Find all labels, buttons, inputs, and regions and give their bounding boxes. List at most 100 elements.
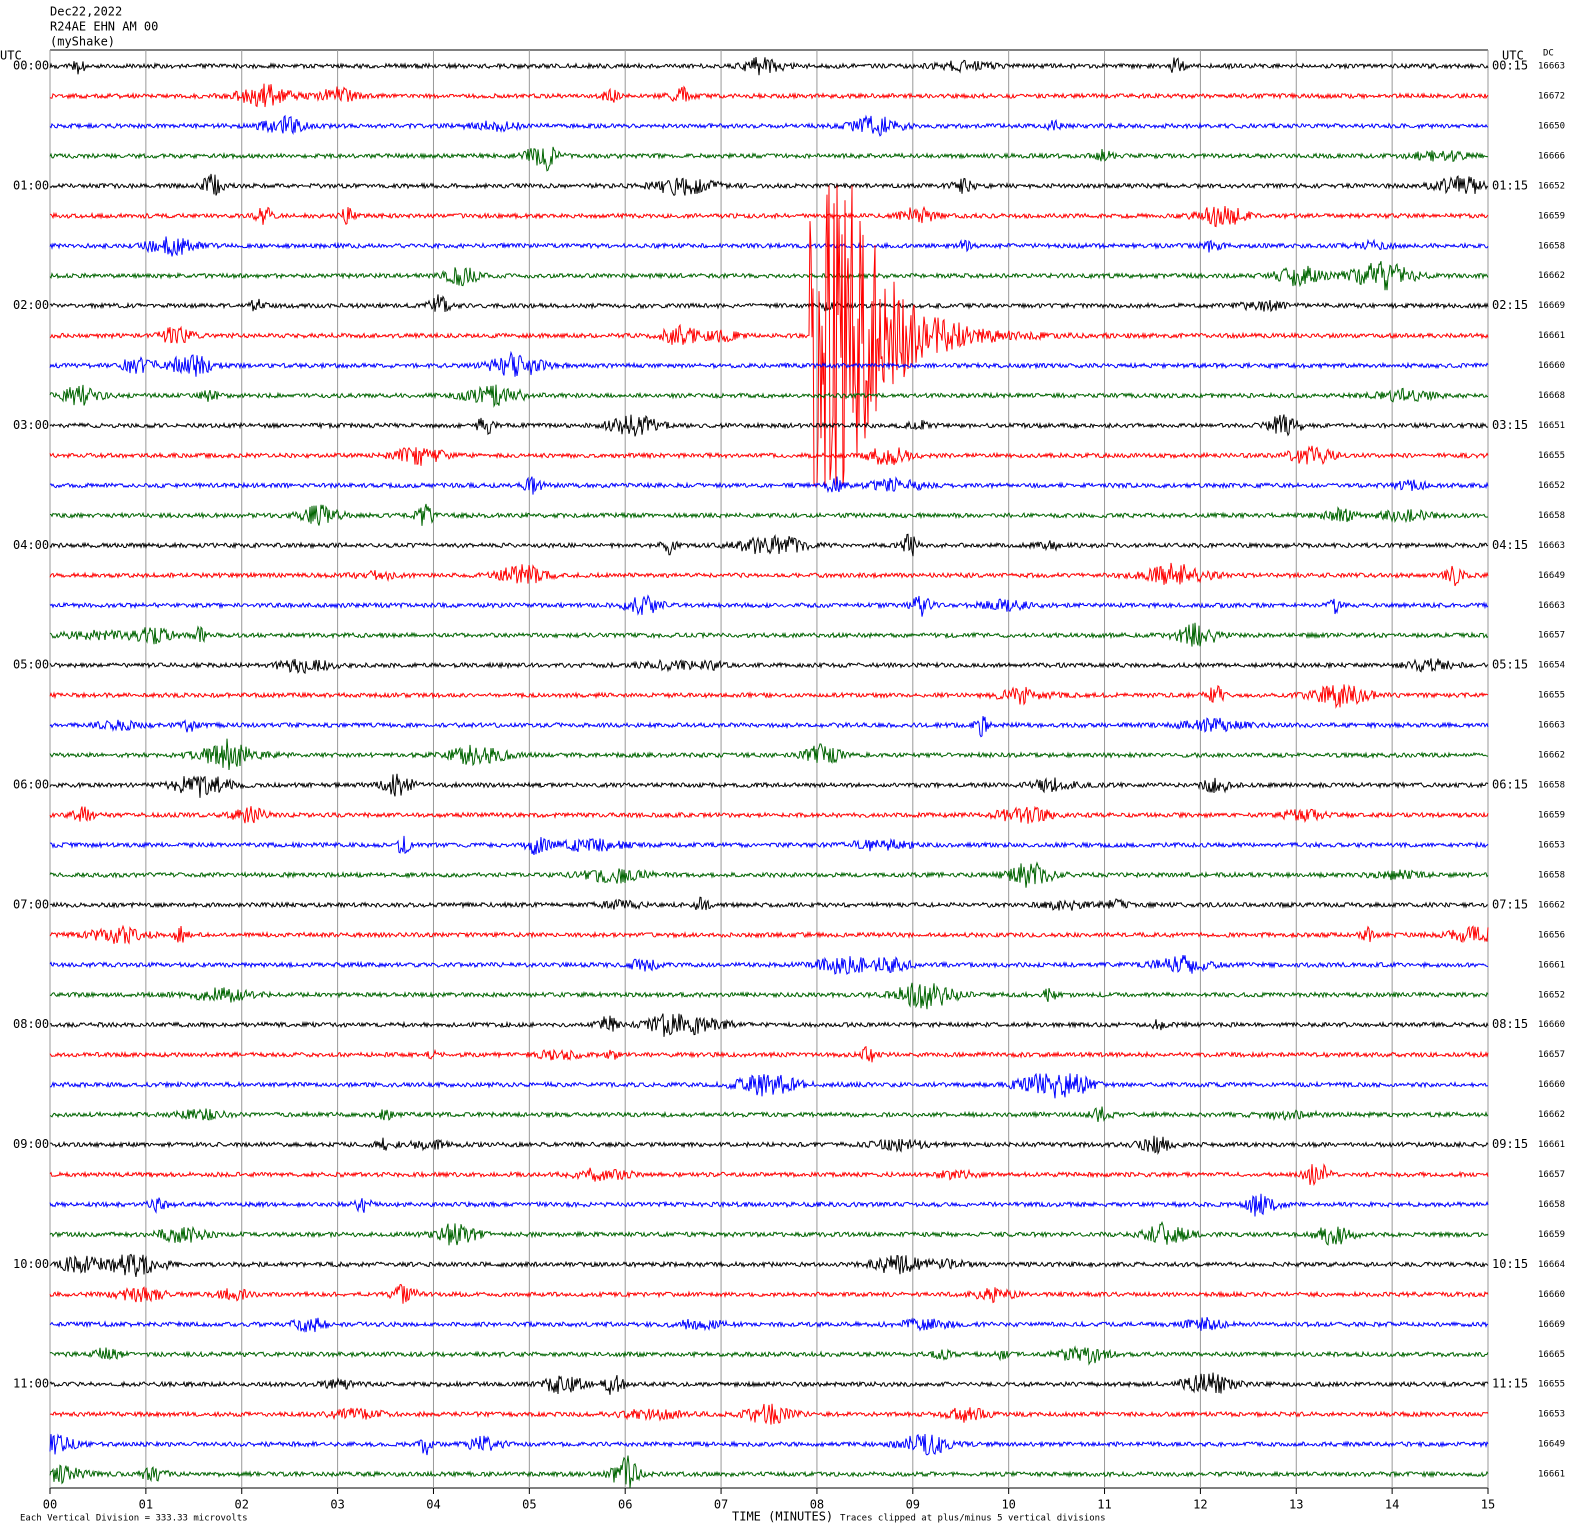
trace: [49, 1372, 1489, 1395]
trace: [49, 1345, 1489, 1366]
dc-value: 16651: [1538, 421, 1565, 431]
left-time-label: 02:00: [13, 298, 49, 312]
trace: [49, 533, 1489, 557]
dc-value: 16649: [1538, 571, 1565, 581]
trace: [49, 658, 1489, 675]
right-time-label: 02:15: [1492, 298, 1528, 312]
trace: [49, 503, 1489, 526]
dc-value: 16664: [1538, 1260, 1565, 1270]
dc-value: 16660: [1538, 1290, 1565, 1300]
dc-value: 16663: [1538, 62, 1565, 72]
trace: [49, 594, 1489, 617]
trace: [49, 773, 1489, 798]
dc-value: 16662: [1538, 271, 1565, 281]
right-time-label: 05:15: [1492, 658, 1528, 672]
trace: [49, 1253, 1489, 1277]
dc-value: 16658: [1538, 870, 1565, 880]
trace: [49, 835, 1489, 856]
trace: [49, 476, 1489, 495]
dc-value: 16663: [1538, 601, 1565, 611]
trace: [49, 738, 1489, 771]
dc-value: 16659: [1538, 1230, 1565, 1240]
trace: [49, 236, 1489, 257]
x-tick-label: 07: [714, 1498, 728, 1512]
dc-value: 16650: [1538, 121, 1565, 131]
dc-value: 16672: [1538, 91, 1565, 101]
trace: [49, 57, 1489, 76]
dc-value: 16658: [1538, 511, 1565, 521]
right-time-label: 07:15: [1492, 897, 1528, 911]
right-time-label: 09:15: [1492, 1137, 1528, 1151]
left-time-label: 04:00: [13, 538, 49, 552]
trace: [49, 1072, 1489, 1099]
dc-value: 16659: [1538, 811, 1565, 821]
x-tick-label: 04: [426, 1498, 440, 1512]
dc-value: 16661: [1538, 960, 1565, 970]
right-time-label: 01:15: [1492, 178, 1528, 192]
dc-value: 16661: [1538, 331, 1565, 341]
trace: [49, 954, 1489, 976]
left-time-label: 10:00: [13, 1257, 49, 1271]
x-tick-label: 14: [1385, 1498, 1399, 1512]
dc-value: 16669: [1538, 1320, 1565, 1330]
left-axis-title: UTC: [0, 49, 22, 63]
left-time-label: 09:00: [13, 1137, 49, 1151]
trace: [49, 146, 1489, 172]
trace: [49, 1283, 1489, 1304]
x-tick-label: 06: [618, 1498, 632, 1512]
dc-value: 16655: [1538, 691, 1565, 701]
x-tick-label: 00: [43, 1498, 57, 1512]
x-tick-label: 01: [139, 1498, 153, 1512]
trace: [49, 861, 1489, 888]
trace: [49, 114, 1489, 137]
trace: [49, 924, 1489, 945]
trace: [49, 1433, 1489, 1456]
dc-value: 16658: [1538, 241, 1565, 251]
right-axis-title: UTC: [1502, 49, 1524, 63]
dc-value: 16656: [1538, 930, 1565, 940]
dc-value: 16660: [1538, 361, 1565, 371]
right-time-label: 03:15: [1492, 418, 1528, 432]
x-tick-label: 15: [1481, 1498, 1495, 1512]
header-network: (myShake): [50, 35, 115, 49]
dc-value: 16653: [1538, 840, 1565, 850]
left-time-label: 03:00: [13, 418, 49, 432]
dc-value: 16669: [1538, 301, 1565, 311]
dc-value: 16666: [1538, 151, 1565, 161]
dc-value: 16655: [1538, 451, 1565, 461]
trace: [49, 1106, 1489, 1122]
header-date: Dec22,2022: [50, 5, 122, 19]
trace: [49, 622, 1489, 647]
trace: [49, 173, 1489, 196]
right-time-label: 11:15: [1492, 1377, 1528, 1391]
dc-value: 16657: [1538, 1050, 1565, 1060]
dc-value: 16654: [1538, 661, 1565, 671]
dc-value: 16658: [1538, 1200, 1565, 1210]
right-time-label: 08:15: [1492, 1017, 1528, 1031]
x-tick-label: 05: [522, 1498, 536, 1512]
dc-value: 16662: [1538, 900, 1565, 910]
x-tick-label: 12: [1193, 1498, 1207, 1512]
dc-value: 16659: [1538, 211, 1565, 221]
trace: [49, 684, 1489, 709]
dc-value: 16652: [1538, 481, 1565, 491]
dc-value: 16663: [1538, 541, 1565, 551]
left-time-label: 00:00: [13, 59, 49, 73]
trace: [49, 205, 1489, 228]
dc-value: 16662: [1538, 751, 1565, 761]
left-time-label: 05:00: [13, 658, 49, 672]
x-tick-label: 13: [1289, 1498, 1303, 1512]
trace: [49, 805, 1489, 824]
trace: [49, 83, 1489, 108]
trace: [49, 1403, 1489, 1425]
dc-value: 16668: [1538, 391, 1565, 401]
trace: [49, 185, 1489, 487]
trace: [49, 1455, 1489, 1488]
trace: [49, 384, 1489, 408]
trace: [49, 1013, 1489, 1037]
x-tick-label: 10: [1001, 1498, 1015, 1512]
dc-value: 16661: [1538, 1140, 1565, 1150]
dc-value: 16660: [1538, 1020, 1565, 1030]
dc-value: 16652: [1538, 990, 1565, 1000]
